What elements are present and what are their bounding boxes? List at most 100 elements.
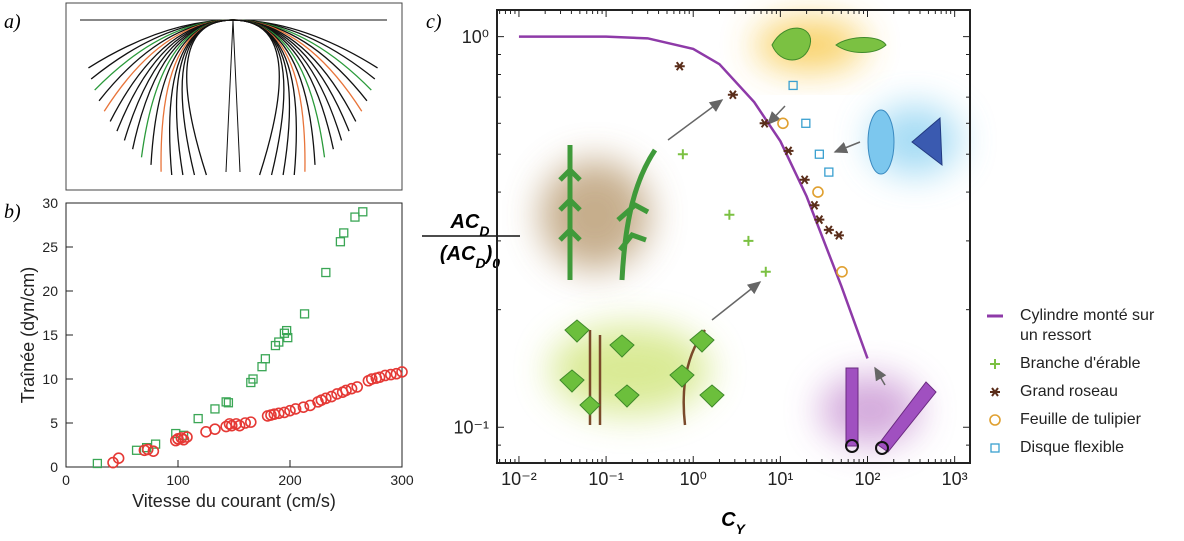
point [248,374,258,384]
point [181,431,193,443]
legend-label: Branche d'érable [1020,355,1141,372]
point [724,209,735,220]
blade [186,19,234,176]
point [809,200,820,210]
point [297,401,310,413]
point [365,373,378,385]
y-tick-label: 10 [42,371,58,387]
point [814,215,825,225]
point [340,384,352,397]
point [727,90,738,100]
point [141,443,154,456]
x-tick-label: 100 [166,472,190,488]
blade [94,19,234,91]
point [677,149,688,160]
point [320,392,332,405]
point [321,267,331,278]
point [210,404,220,414]
y-tick-label: 10⁻¹ [453,418,489,438]
y-axis-label-denominator: (ACD)0 [440,243,500,271]
point [799,175,810,185]
blade [232,19,372,91]
legend-marker [990,359,1000,369]
point [169,434,182,447]
y-tick-label: 0 [50,459,58,475]
y-tick-label: 10⁰ [462,27,489,47]
point [379,369,392,382]
point [233,419,246,432]
illustrations [540,20,960,455]
point [384,368,397,381]
point [358,207,368,217]
point [245,416,257,428]
legend-swatch [987,314,1003,318]
point [833,230,844,240]
point [112,452,125,465]
legend-entry: Feuille de tulipier [985,410,1175,430]
legend-swatch [990,443,1000,453]
point [351,381,364,393]
x-label-part: C [721,509,736,531]
y-tick-label: 25 [42,239,58,255]
y-tick-label: 30 [42,195,58,211]
point [257,362,267,372]
point [339,228,349,238]
point [209,423,221,435]
point [272,407,285,420]
y-label-part: D [475,255,485,271]
point [777,117,789,130]
point [788,80,798,91]
legend-entry: Branche d'érable [985,354,1175,374]
point [345,382,358,395]
point [175,432,188,444]
point [812,186,824,198]
point [193,413,203,424]
blade [232,19,241,173]
point [150,439,161,449]
blade [232,19,280,176]
point [823,225,834,235]
point [350,212,360,222]
point [674,61,685,71]
legend-swatch [990,387,1000,397]
point [221,397,231,407]
point [396,366,408,378]
legend-label: Cylindre monté sur un ressort [1020,307,1155,344]
point [274,337,284,347]
legend-marker [990,387,1000,397]
panel-label: b) [4,201,21,223]
y-axis-label-numerator: ACD [449,211,489,239]
legend-entry: Cylindre monté sur un ressort [985,306,1170,346]
y-axis-label: Traînée (dyn/cm) [18,267,38,403]
point [278,406,291,419]
legend-label: Feuille de tulipier [1020,411,1141,428]
x-tick-label: 300 [390,472,414,488]
x-tick-label: 10³ [942,469,968,489]
panel-a-frame [65,2,403,191]
point [801,118,811,128]
point [759,118,770,128]
point [335,237,346,247]
legend: Cylindre monté sur un ressort Branche d'é… [985,306,1175,466]
y-label-part: D [479,223,489,239]
point [390,367,403,380]
x-tick-label: 0 [62,472,70,488]
legend-marker [990,443,1000,453]
bending-blades [88,19,378,176]
point [260,354,271,364]
point [131,445,142,455]
legend-marker [989,414,1001,426]
x-axis-label: Vitesse du courant (cm/s) [132,491,336,511]
point [824,167,834,177]
point [92,458,103,469]
point [239,417,251,429]
point [760,266,771,277]
x-label-part: Y [736,521,747,537]
curve [518,35,869,359]
y-label-part: AC [449,211,479,233]
legend-entry: Disque flexible [985,438,1175,458]
x-tick-label: 10¹ [767,469,793,489]
point [299,309,310,319]
panel-label: a) [4,11,21,33]
